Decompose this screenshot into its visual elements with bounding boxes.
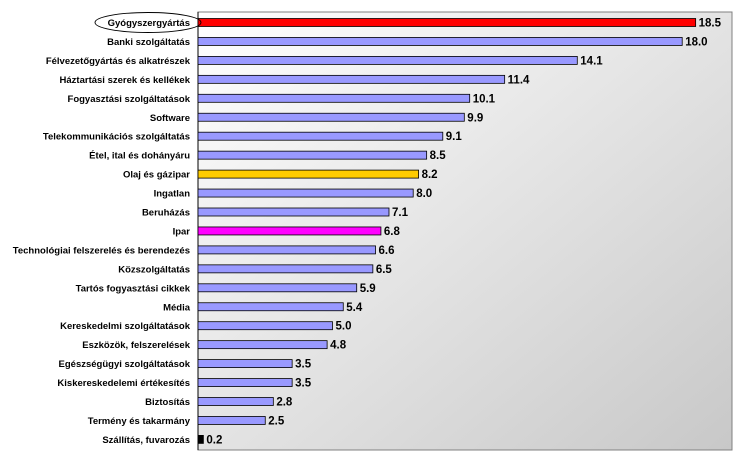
- value-label-0: 18.5: [699, 18, 722, 30]
- category-label-16: Kereskedelmi szolgáltatások: [60, 321, 191, 332]
- category-label-17: Eszközök, felszerelések: [82, 340, 190, 351]
- category-label-3: Háztartási szerek és kellékek: [60, 75, 191, 86]
- bar-14: [197, 283, 358, 293]
- value-label-17: 4.8: [330, 340, 347, 352]
- bar-18: [197, 359, 293, 369]
- value-label-11: 6.8: [384, 226, 401, 238]
- bar-12: [197, 245, 376, 255]
- value-label-2: 14.1: [580, 55, 603, 67]
- bar-4: [197, 93, 471, 103]
- category-label-5: Software: [150, 113, 190, 124]
- bar-0: [197, 18, 697, 27]
- value-label-7: 8.5: [430, 150, 447, 162]
- category-label-1: Banki szolgáltatás: [107, 37, 190, 48]
- value-label-4: 10.1: [473, 93, 496, 105]
- bar-11: [197, 226, 382, 236]
- category-label-14: Tartós fogyasztási cikkek: [76, 283, 191, 294]
- bar-5: [197, 112, 465, 122]
- value-label-19: 3.5: [295, 378, 312, 390]
- category-label-8: Olaj és gázipar: [123, 170, 190, 181]
- bar-8: [197, 169, 419, 179]
- bar-13: [197, 264, 374, 274]
- value-label-14: 5.9: [360, 283, 376, 295]
- category-label-6: Telekommunikációs szolgáltatás: [43, 132, 190, 143]
- bar-1: [197, 37, 683, 46]
- category-label-2: Félvezetőgyártás és alkatrészek: [46, 56, 191, 67]
- value-label-5: 9.9: [467, 112, 483, 124]
- bar-17: [197, 340, 328, 350]
- bar-16: [197, 321, 333, 331]
- value-label-9: 8.0: [416, 188, 432, 200]
- value-label-20: 2.8: [276, 397, 293, 409]
- bar-2: [197, 56, 578, 65]
- bar-15: [197, 302, 344, 312]
- value-label-21: 2.5: [268, 415, 285, 427]
- value-label-15: 5.4: [346, 302, 363, 314]
- category-label-21: Termény és takarmány: [88, 416, 191, 427]
- category-label-13: Közszolgáltatás: [118, 264, 190, 275]
- bar-21: [197, 416, 266, 425]
- category-label-9: Ingatlan: [154, 189, 191, 200]
- value-label-8: 8.2: [422, 169, 438, 181]
- bar-20: [197, 397, 274, 406]
- value-label-3: 11.4: [508, 74, 530, 86]
- category-label-12: Technológiai felszerelés és berendezés: [13, 245, 190, 256]
- category-label-19: Kiskereskedelemi értékesítés: [57, 378, 190, 389]
- bar-19: [197, 378, 293, 387]
- value-label-22: 0.2: [206, 434, 222, 446]
- value-label-16: 5.0: [336, 321, 352, 333]
- value-label-6: 9.1: [446, 131, 463, 143]
- category-label-7: Étel, ital és dohányáru: [89, 151, 190, 162]
- category-label-0: Gyógyszergyártás: [108, 18, 190, 29]
- category-label-20: Biztosítás: [145, 397, 190, 408]
- bar-10: [197, 207, 390, 217]
- bar-3: [197, 74, 506, 84]
- value-label-1: 18.0: [685, 36, 707, 48]
- value-label-12: 6.6: [379, 245, 395, 257]
- category-label-11: Ipar: [173, 226, 191, 237]
- chart-marks: Gyógyszergyártás 18.5 Banki szolgáltatás 18…: [13, 12, 722, 446]
- category-label-22: Szállítás, fuvarozás: [102, 435, 190, 446]
- bar-7: [197, 150, 428, 160]
- highlight-ellipse: [94, 12, 202, 33]
- category-label-10: Beruházás: [142, 208, 190, 219]
- bar-6: [197, 131, 444, 141]
- value-label-10: 7.1: [392, 207, 409, 219]
- bar-22: [197, 434, 204, 444]
- category-label-15: Média: [163, 302, 191, 313]
- bar-9: [197, 188, 414, 198]
- category-label-18: Egészségügyi szolgáltatások: [59, 359, 191, 370]
- value-label-18: 3.5: [295, 359, 312, 371]
- value-label-13: 6.5: [376, 264, 393, 276]
- category-label-4: Fogyasztási szolgáltatások: [68, 94, 191, 105]
